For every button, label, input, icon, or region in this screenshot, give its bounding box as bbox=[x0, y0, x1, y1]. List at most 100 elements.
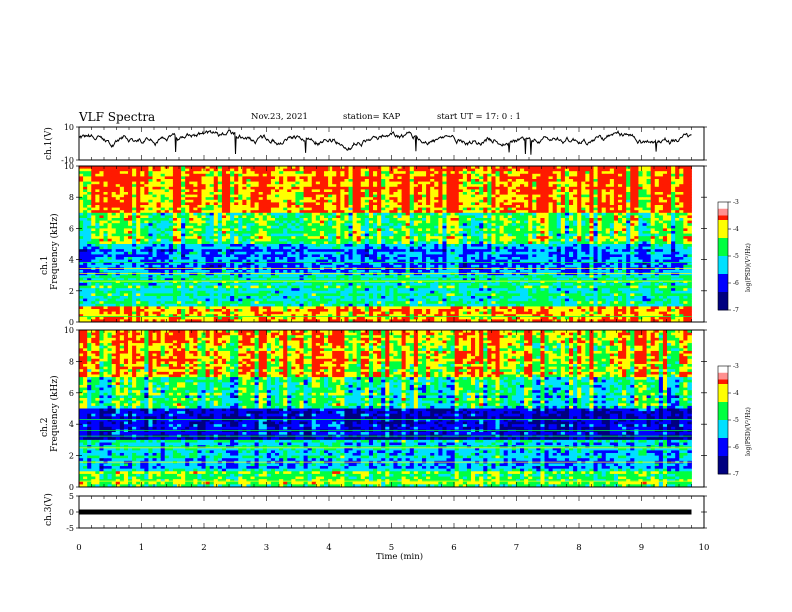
spectrogram-cell bbox=[251, 221, 255, 224]
spectrogram-cell bbox=[165, 241, 169, 244]
spectrogram-cell bbox=[528, 184, 532, 187]
spectrogram-cell bbox=[634, 231, 638, 234]
spectrogram-cell bbox=[206, 215, 210, 218]
spectrogram-cell bbox=[422, 215, 426, 218]
spectrogram-cell bbox=[251, 171, 255, 174]
spectrogram-cell bbox=[124, 174, 128, 177]
spectrogram-cell bbox=[349, 182, 353, 185]
spectrogram-cell bbox=[491, 215, 495, 218]
spectrogram-cell bbox=[671, 171, 675, 174]
spectrogram-cell bbox=[545, 247, 549, 250]
spectrogram-cell bbox=[267, 208, 271, 211]
spectrogram-cell bbox=[99, 249, 103, 252]
spectrogram-cell bbox=[349, 174, 353, 177]
spectrogram-cell bbox=[418, 208, 422, 211]
spectrogram-cell bbox=[79, 184, 83, 187]
spectrogram-cell bbox=[655, 241, 659, 244]
spectrogram-cell bbox=[230, 247, 234, 250]
spectrogram-cell bbox=[553, 174, 557, 177]
spectrogram-cell bbox=[573, 231, 577, 234]
spectrogram-cell bbox=[144, 215, 148, 218]
spectrogram-cell bbox=[308, 171, 312, 174]
spectrogram-cell bbox=[202, 234, 206, 237]
spectrogram-cell bbox=[222, 202, 226, 205]
spectrogram-cell bbox=[483, 184, 487, 187]
spectrogram-cell bbox=[120, 236, 124, 239]
spectrogram-cell bbox=[504, 208, 508, 211]
spectrogram-cell bbox=[512, 192, 516, 195]
spectrogram-cell bbox=[479, 169, 483, 172]
spectrogram-cell bbox=[483, 221, 487, 224]
spectrogram-cell bbox=[234, 249, 238, 252]
spectrogram-cell bbox=[246, 176, 250, 179]
spectrogram-cell bbox=[655, 210, 659, 213]
spectrogram-cell bbox=[589, 184, 593, 187]
spectrogram-cell bbox=[606, 241, 610, 244]
spectrogram-cell bbox=[181, 174, 185, 177]
spectrogram-cell bbox=[622, 197, 626, 200]
spectrogram-cell bbox=[459, 174, 463, 177]
spectrogram-cell bbox=[447, 174, 451, 177]
spectrogram-cell bbox=[402, 244, 406, 247]
spectrogram-cell bbox=[475, 192, 479, 195]
spectrogram-cell bbox=[324, 234, 328, 237]
spectrogram-cell bbox=[99, 244, 103, 247]
spectrogram-cell bbox=[251, 197, 255, 200]
spectrogram-cell bbox=[214, 202, 218, 205]
spectrogram-cell bbox=[144, 213, 148, 216]
spectrogram-cell bbox=[271, 200, 275, 203]
spectrogram-cell bbox=[659, 192, 663, 195]
spectrogram-cell bbox=[197, 221, 201, 224]
spectrogram-cell bbox=[189, 187, 193, 190]
spectrogram-cell bbox=[291, 223, 295, 226]
spectrogram-cell bbox=[508, 200, 512, 203]
spectrogram-cell bbox=[99, 197, 103, 200]
spectrogram-cell bbox=[246, 184, 250, 187]
spectrogram-cell bbox=[251, 213, 255, 216]
spectrogram-cell bbox=[91, 234, 95, 237]
spectrogram-cell bbox=[410, 218, 414, 221]
spectrogram-cell bbox=[589, 174, 593, 177]
spectrogram-cell bbox=[491, 169, 495, 172]
spectrogram-cell bbox=[471, 192, 475, 195]
spectrogram-cell bbox=[451, 176, 455, 179]
spectrogram-cell bbox=[581, 195, 585, 198]
spectrogram-cell bbox=[148, 210, 152, 213]
spectrogram-cell bbox=[508, 195, 512, 198]
spectrogram-cell bbox=[467, 239, 471, 242]
spectrogram-cell bbox=[663, 234, 667, 237]
spectrogram-cell bbox=[553, 221, 557, 224]
spectrogram-cell bbox=[87, 226, 91, 229]
spectrogram-cell bbox=[369, 236, 373, 239]
spectrogram-cell bbox=[181, 236, 185, 239]
spectrogram-cell bbox=[663, 241, 667, 244]
spectrogram-cell bbox=[508, 169, 512, 172]
spectrogram-cell bbox=[210, 197, 214, 200]
spectrogram-cell bbox=[532, 200, 536, 203]
spectrogram-cell bbox=[626, 221, 630, 224]
spectrogram-cell bbox=[124, 221, 128, 224]
spectrogram-cell bbox=[214, 195, 218, 198]
spectrogram-cell bbox=[210, 192, 214, 195]
spectrogram-cell bbox=[516, 179, 520, 182]
spectrogram-cell bbox=[153, 187, 157, 190]
spectrogram-cell bbox=[610, 197, 614, 200]
spectrogram-cell bbox=[422, 218, 426, 221]
spectrogram-cell bbox=[553, 171, 557, 174]
spectrogram-cell bbox=[447, 223, 451, 226]
spectrogram-cell bbox=[226, 176, 230, 179]
spectrogram-cell bbox=[602, 244, 606, 247]
spectrogram-cell bbox=[287, 205, 291, 208]
spectrogram-cell bbox=[181, 241, 185, 244]
spectrogram-cell bbox=[675, 218, 679, 221]
spectrogram-cell bbox=[643, 174, 647, 177]
spectrogram-cell bbox=[165, 236, 169, 239]
spectrogram-cell bbox=[230, 241, 234, 244]
spectrogram-cell bbox=[222, 210, 226, 213]
spectrogram-cell bbox=[647, 195, 651, 198]
spectrogram-cell bbox=[524, 239, 528, 242]
spectrogram-cell bbox=[320, 187, 324, 190]
spectrogram-cell bbox=[634, 208, 638, 211]
spectrogram-cell bbox=[283, 228, 287, 231]
spectrogram-cell bbox=[414, 171, 418, 174]
